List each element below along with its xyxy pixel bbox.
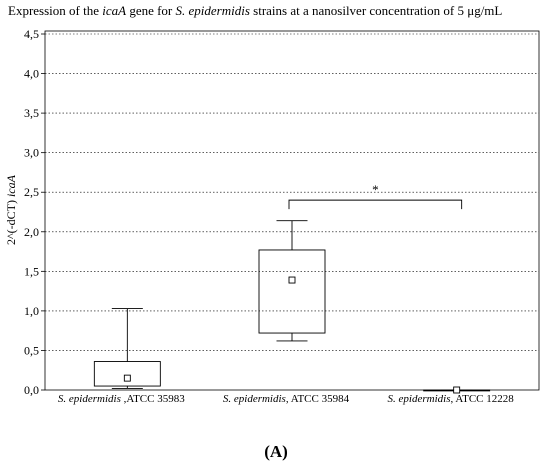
box-iqr — [93, 361, 161, 387]
box-2 — [258, 220, 326, 342]
box-3 — [423, 386, 491, 394]
significance-label: * — [372, 182, 379, 197]
plot-frame — [44, 30, 540, 391]
text-part: gene for — [126, 3, 175, 18]
box-iqr — [258, 249, 326, 334]
text-part: icaA — [102, 3, 126, 18]
y-tick-label: 4,5 — [24, 27, 39, 41]
box-1 — [93, 308, 161, 389]
y-tick-label: 4,0 — [24, 67, 39, 81]
median-marker — [288, 276, 296, 284]
y-tick-label: 1,0 — [24, 304, 39, 318]
category-species: S. epidermidis — [388, 393, 451, 405]
text-part: strains at a nanosilver concentration of… — [250, 3, 503, 18]
y-tick-label: 2,5 — [24, 185, 39, 199]
category-strain: , ATCC 35984 — [286, 393, 350, 405]
median-marker — [123, 374, 131, 382]
x-axis-categories: S. epidermidis ,ATCC 35983 S. epidermidis… — [58, 393, 514, 405]
boxes — [93, 220, 491, 394]
category-species: S. epidermidis — [58, 393, 121, 405]
y-tick-label: 3,0 — [24, 146, 39, 160]
grid-lines — [45, 33, 539, 351]
y-tick-label: 0,5 — [24, 343, 39, 357]
x-category-label: S. epidermidis, ATCC 35984 — [223, 393, 350, 405]
median-marker — [453, 386, 461, 394]
significance-annotation: * — [288, 182, 463, 210]
category-strain: , ATCC 12228 — [451, 393, 515, 405]
y-axis-label: 2^(-dCT) icaA — [4, 174, 18, 245]
text-part: Expression of the — [8, 3, 102, 18]
category-species: S. epidermidis — [223, 393, 286, 405]
x-category-label: S. epidermidis, ATCC 12228 — [388, 393, 515, 405]
significance-bracket — [288, 199, 463, 210]
y-axis-ticks: 0,0 0,5 1,0 1,5 2,0 2,5 3,0 3,5 4,0 4,5 — [24, 27, 45, 397]
y-tick-label: 1,5 — [24, 264, 39, 278]
category-strain: ,ATCC 35983 — [121, 393, 185, 405]
text-part: S. epidermidis — [176, 3, 250, 18]
y-tick-label: 3,5 — [24, 106, 39, 120]
chart-title: Expression of the icaA gene for S. epide… — [8, 3, 502, 18]
text-part: 2^(-dCT) — [4, 197, 18, 245]
text-part: icaA — [4, 174, 18, 197]
y-tick-label: 2,0 — [24, 225, 39, 239]
figure-label: (A) — [264, 442, 288, 461]
y-tick-label: 0,0 — [24, 383, 39, 397]
x-category-label: S. epidermidis ,ATCC 35983 — [58, 393, 185, 405]
